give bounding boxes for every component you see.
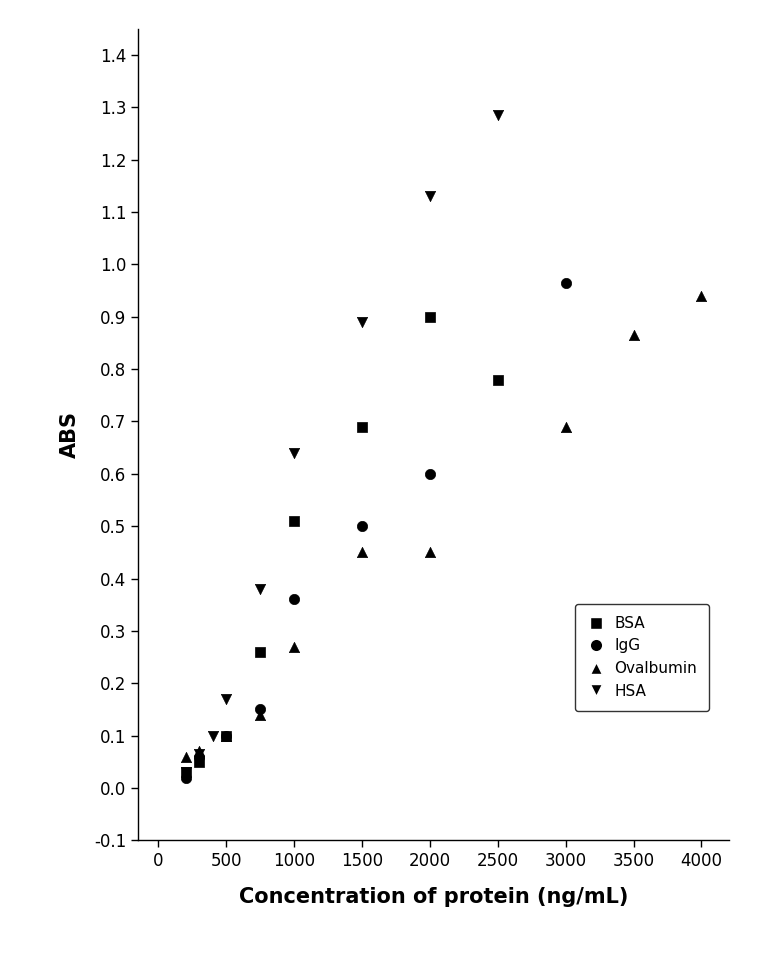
HSA bbox=[220, 691, 232, 707]
BSA bbox=[356, 419, 368, 435]
BSA bbox=[179, 765, 192, 780]
HSA bbox=[254, 582, 266, 597]
IgG bbox=[254, 702, 266, 717]
Y-axis label: ABS: ABS bbox=[60, 411, 80, 458]
Ovalbumin bbox=[220, 728, 232, 743]
HSA bbox=[424, 188, 436, 203]
Ovalbumin bbox=[288, 639, 301, 654]
Ovalbumin bbox=[179, 749, 192, 764]
HSA bbox=[193, 747, 206, 762]
Legend: BSA, IgG, Ovalbumin, HSA: BSA, IgG, Ovalbumin, HSA bbox=[574, 604, 709, 711]
Ovalbumin bbox=[424, 544, 436, 560]
Ovalbumin bbox=[627, 328, 640, 343]
BSA bbox=[492, 371, 504, 387]
IgG bbox=[560, 275, 572, 290]
BSA bbox=[220, 728, 232, 743]
BSA bbox=[193, 754, 206, 770]
HSA bbox=[492, 107, 504, 122]
Ovalbumin bbox=[254, 707, 266, 722]
BSA bbox=[254, 645, 266, 660]
IgG bbox=[179, 770, 192, 785]
Ovalbumin bbox=[696, 288, 708, 304]
BSA bbox=[424, 309, 436, 325]
Ovalbumin bbox=[356, 544, 368, 560]
IgG bbox=[220, 728, 232, 743]
HSA bbox=[179, 765, 192, 780]
HSA bbox=[288, 445, 301, 460]
X-axis label: Concentration of protein (ng/mL): Concentration of protein (ng/mL) bbox=[239, 887, 628, 907]
Ovalbumin bbox=[193, 744, 206, 759]
IgG bbox=[288, 592, 301, 607]
HSA bbox=[356, 314, 368, 329]
IgG bbox=[356, 519, 368, 534]
IgG bbox=[424, 466, 436, 481]
IgG bbox=[193, 749, 206, 764]
BSA bbox=[288, 513, 301, 528]
HSA bbox=[206, 728, 219, 743]
Ovalbumin bbox=[560, 419, 572, 435]
